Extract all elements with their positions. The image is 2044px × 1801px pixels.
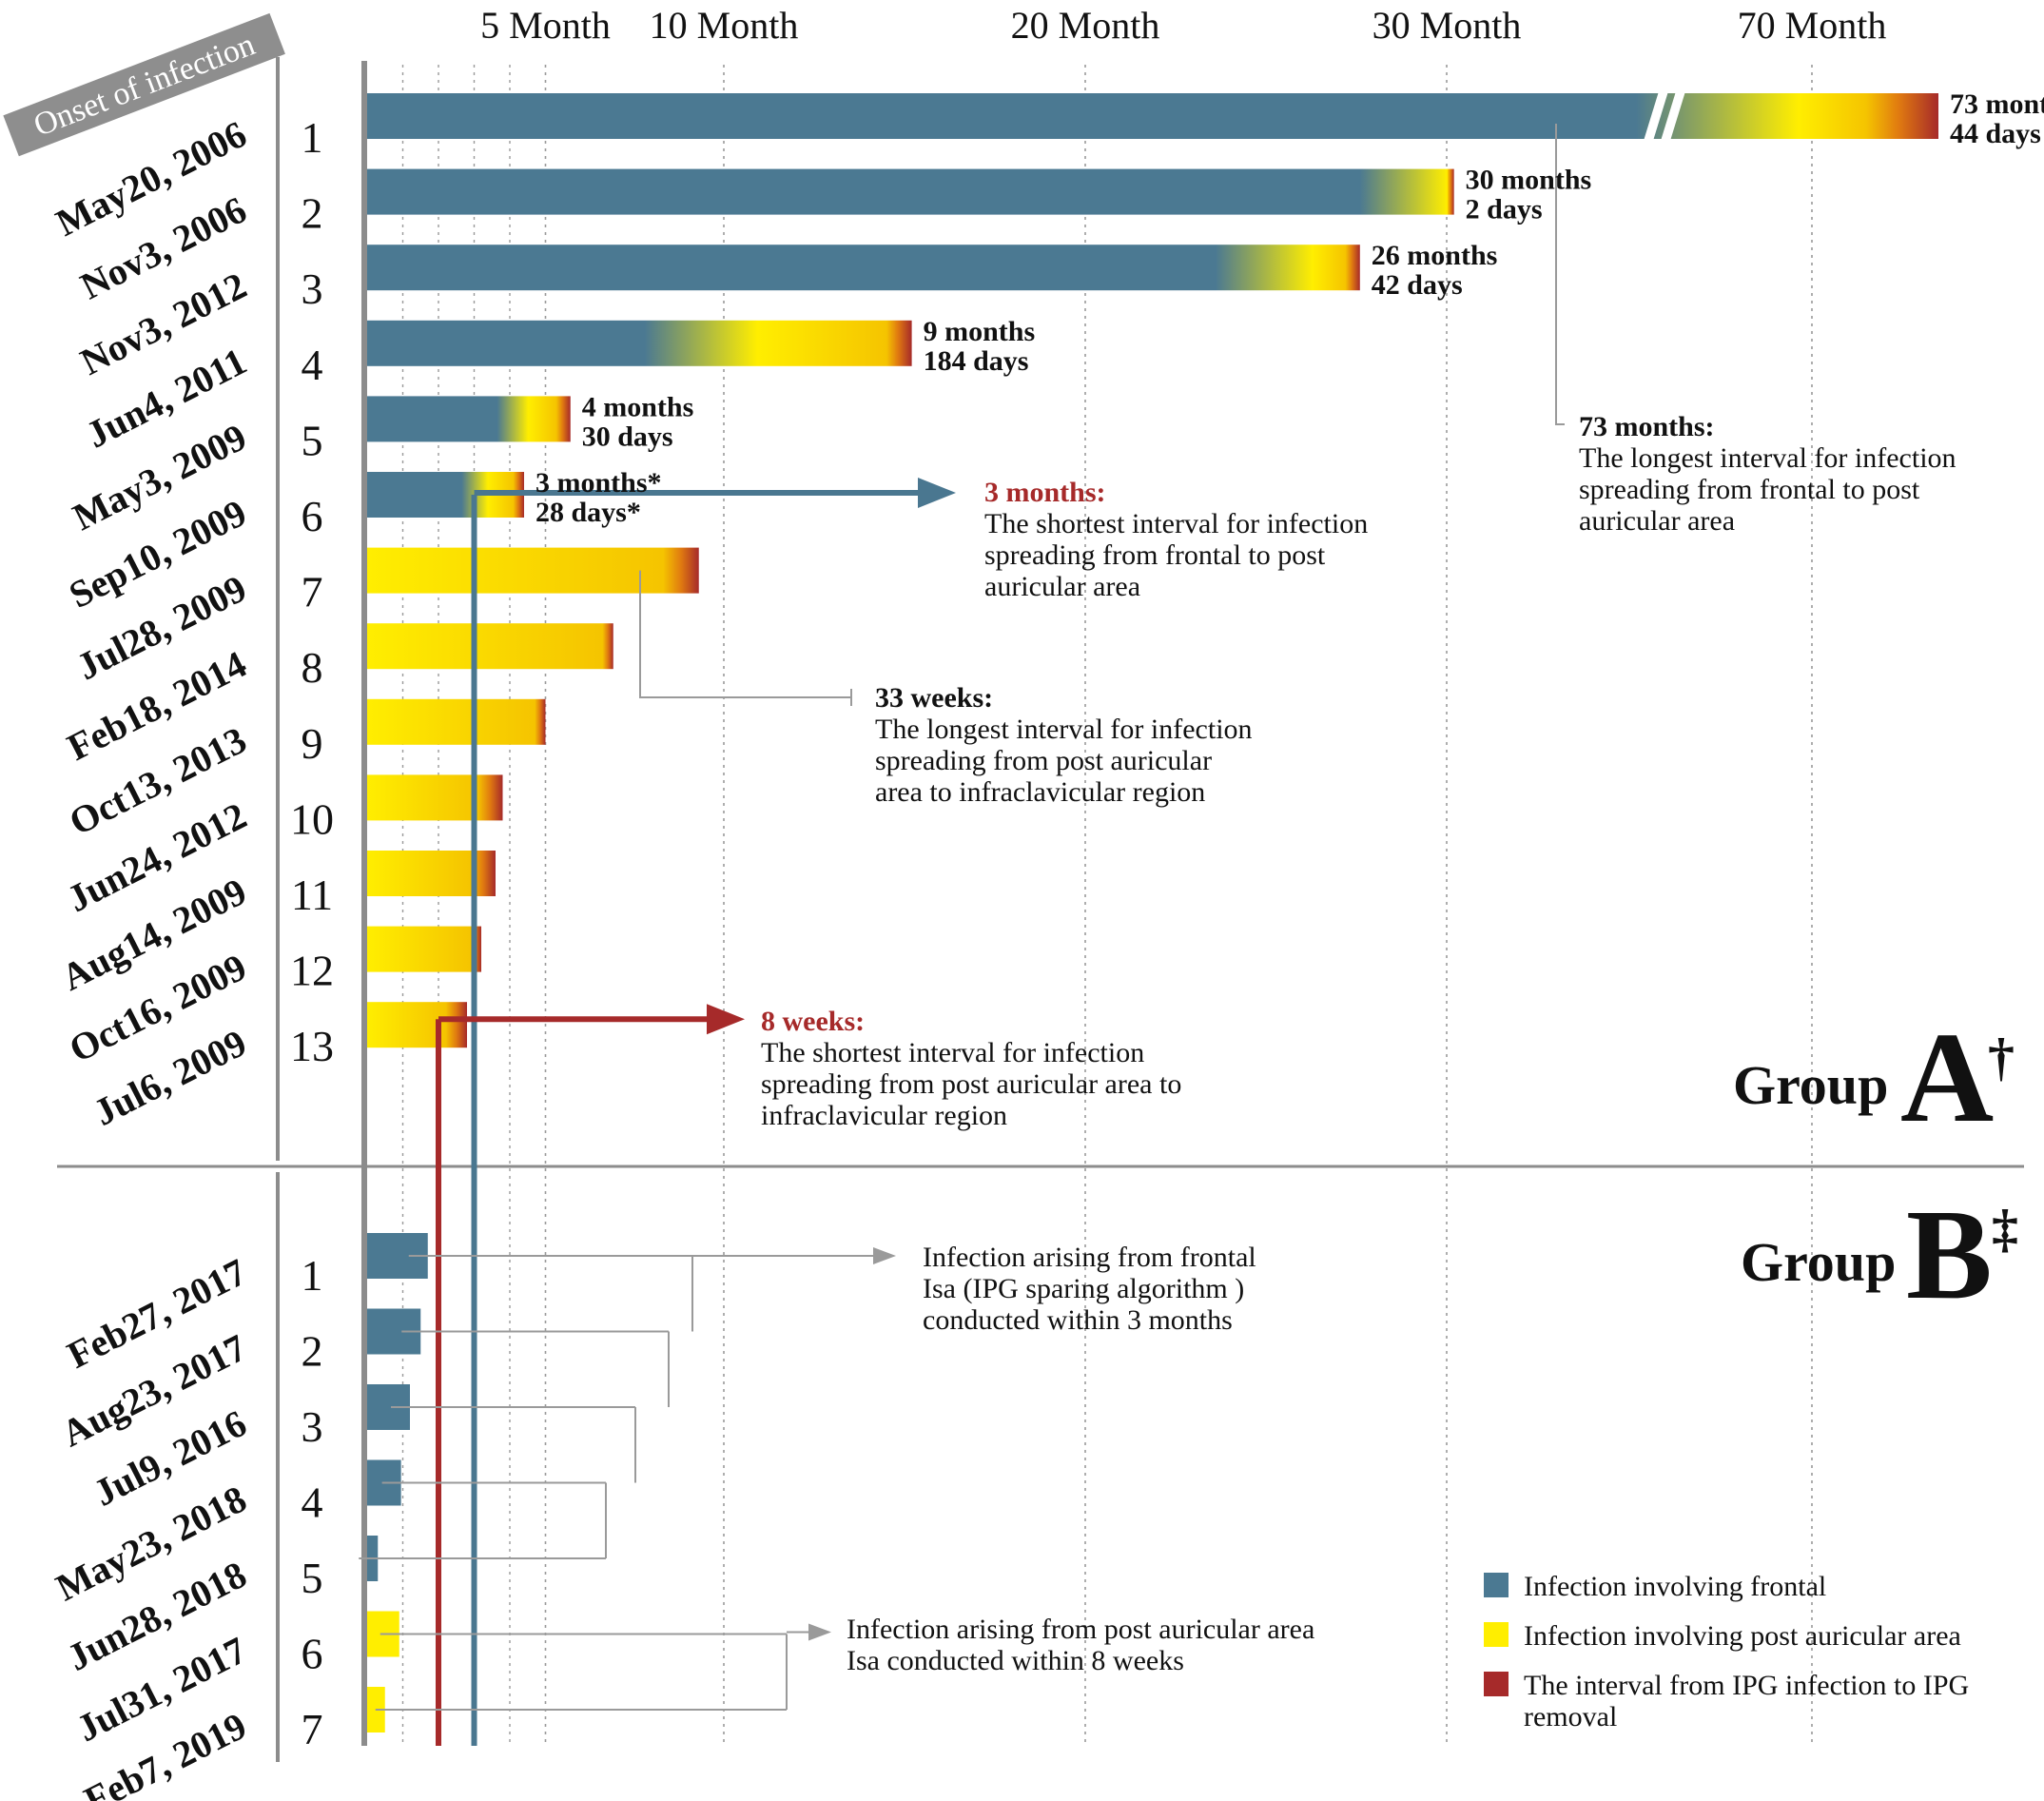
x-tick-label: 30 Month: [1372, 4, 1522, 47]
row-number: 3: [302, 264, 323, 313]
row-number: 6: [302, 492, 323, 540]
bar-group-A-row-1: [367, 93, 1938, 139]
annotation-groupB-frontal: Isa (IPG sparing algorithm ): [923, 1273, 1244, 1304]
row-number: 11: [291, 871, 333, 919]
row-number: 1: [302, 113, 323, 162]
row-number: 8: [302, 643, 323, 692]
annotation-groupB-frontal: Infection arising from frontal: [923, 1242, 1256, 1273]
ref-arrow-3-months-head: [918, 478, 956, 508]
bar-label-duration: 3 months*: [535, 467, 662, 499]
bar-label-days: 184 days: [924, 345, 1029, 377]
x-tick-label: 20 Month: [1011, 4, 1160, 47]
legend-swatch: [1484, 1573, 1509, 1597]
annotation-groupB-frontal: conducted within 3 months: [923, 1304, 1233, 1336]
row-number: 4: [302, 341, 323, 389]
row-number: 9: [302, 719, 323, 768]
leader-groupB-frontal-head: [873, 1247, 896, 1264]
annotation-longest-post-line: spreading from post auricular: [875, 745, 1212, 776]
bar-label-duration: 9 months: [924, 316, 1036, 347]
legend-label: removal: [1524, 1701, 1617, 1732]
group-b-title-mark: ‡: [1992, 1200, 2018, 1259]
group-a-title-word: Group: [1733, 1054, 1888, 1116]
row-number: 1: [302, 1251, 323, 1300]
legend-label: Infection involving post auricular area: [1524, 1620, 1961, 1652]
bar-group-A-row-2: [367, 168, 1454, 215]
bar-group-A-row-3: [367, 245, 1360, 291]
row-number: 2: [302, 1327, 323, 1376]
legend-label: The interval from IPG infection to IPG: [1524, 1670, 1969, 1701]
annotation-shortest-frontal-title: 3 months:: [984, 477, 1106, 508]
bar-label-duration: 73 months: [1950, 88, 2044, 120]
ref-arrow-8-weeks-head: [707, 1004, 745, 1035]
bar-group-A-row-9: [367, 698, 546, 745]
annotation-shortest-post-line: The shortest interval for infection: [761, 1037, 1144, 1068]
bar-label-days: 42 days: [1372, 269, 1463, 301]
annotation-longest-post-line: area to infraclavicular region: [875, 776, 1205, 808]
bar-group-A-row-4: [367, 320, 912, 366]
annotation-groupB-post: Isa conducted within 8 weeks: [847, 1645, 1184, 1676]
row-number: 12: [290, 947, 334, 995]
axis-break-slash: [1661, 91, 1685, 141]
bar-label-days: 44 days: [1950, 118, 2041, 149]
legend-swatch: [1484, 1672, 1509, 1696]
annotation-shortest-frontal-line: spreading from frontal to post: [984, 539, 1326, 571]
annotation-shortest-frontal-line: The shortest interval for infection: [984, 508, 1368, 539]
row-number: 6: [302, 1630, 323, 1678]
annotation-longest-post-line: The longest interval for infection: [875, 714, 1253, 745]
annotation-shortest-post-line: infraclavicular region: [761, 1100, 1007, 1131]
annotation-longest-frontal-line: auricular area: [1579, 505, 1735, 537]
bar-group-A-row-13: [367, 1002, 467, 1048]
annotation-shortest-post-line: spreading from post auricular area to: [761, 1068, 1181, 1100]
row-number: 7: [302, 1705, 323, 1753]
x-tick-label: 70 Month: [1738, 4, 1887, 47]
legend-swatch: [1484, 1622, 1509, 1647]
annotation-longest-frontal-line: spreading from frontal to post: [1579, 474, 1920, 505]
bar-group-A-row-8: [367, 623, 613, 670]
row-number: 5: [302, 1554, 323, 1602]
row-number: 2: [302, 189, 323, 238]
group-b-title-letter: B: [1906, 1184, 1993, 1326]
group-a-title-mark: †: [1988, 1028, 2015, 1087]
bar-label-days: 2 days: [1466, 194, 1543, 225]
leader-groupB-post-head: [808, 1623, 831, 1641]
row-number: 10: [290, 794, 334, 843]
group-b-title-word: Group: [1741, 1231, 1896, 1293]
annotation-longest-frontal-line: The longest interval for infection: [1579, 442, 1956, 474]
group-a-title-letter: A: [1900, 1007, 1994, 1149]
axis-break-slash: [1644, 91, 1668, 141]
annotation-groupB-post: Infection arising from post auricular ar…: [847, 1614, 1314, 1645]
row-number: 5: [302, 416, 323, 464]
annotation-longest-post-title: 33 weeks:: [875, 682, 993, 714]
bar-label-duration: 26 months: [1372, 240, 1498, 271]
bar-label-days: 30 days: [582, 421, 673, 452]
onset-header-bg: [3, 12, 285, 157]
x-tick-label: 5 Month: [480, 4, 611, 47]
bar-group-A-row-12: [367, 926, 481, 972]
bar-label-days: 28 days*: [535, 497, 641, 528]
annotation-shortest-post-title: 8 weeks:: [761, 1006, 865, 1037]
row-number: 7: [302, 568, 323, 617]
bar-group-A-row-5: [367, 396, 571, 442]
legend-label: Infection involving frontal: [1524, 1571, 1826, 1602]
row-number: 13: [290, 1022, 334, 1070]
row-number: 4: [302, 1478, 323, 1527]
bar-label-duration: 4 months: [582, 391, 694, 422]
bar-group-A-row-7: [367, 547, 699, 594]
x-tick-label: 10 Month: [650, 4, 799, 47]
annotation-longest-frontal-title: 73 months:: [1579, 411, 1715, 442]
bar-label-duration: 30 months: [1466, 165, 1592, 196]
row-number: 3: [302, 1402, 323, 1451]
leader-33-weeks: [639, 570, 851, 698]
annotation-shortest-frontal-line: auricular area: [984, 571, 1140, 602]
axis-break: [1644, 91, 1685, 141]
bar-group-A-row-10: [367, 774, 503, 821]
leader-73-months: [1555, 124, 1565, 425]
